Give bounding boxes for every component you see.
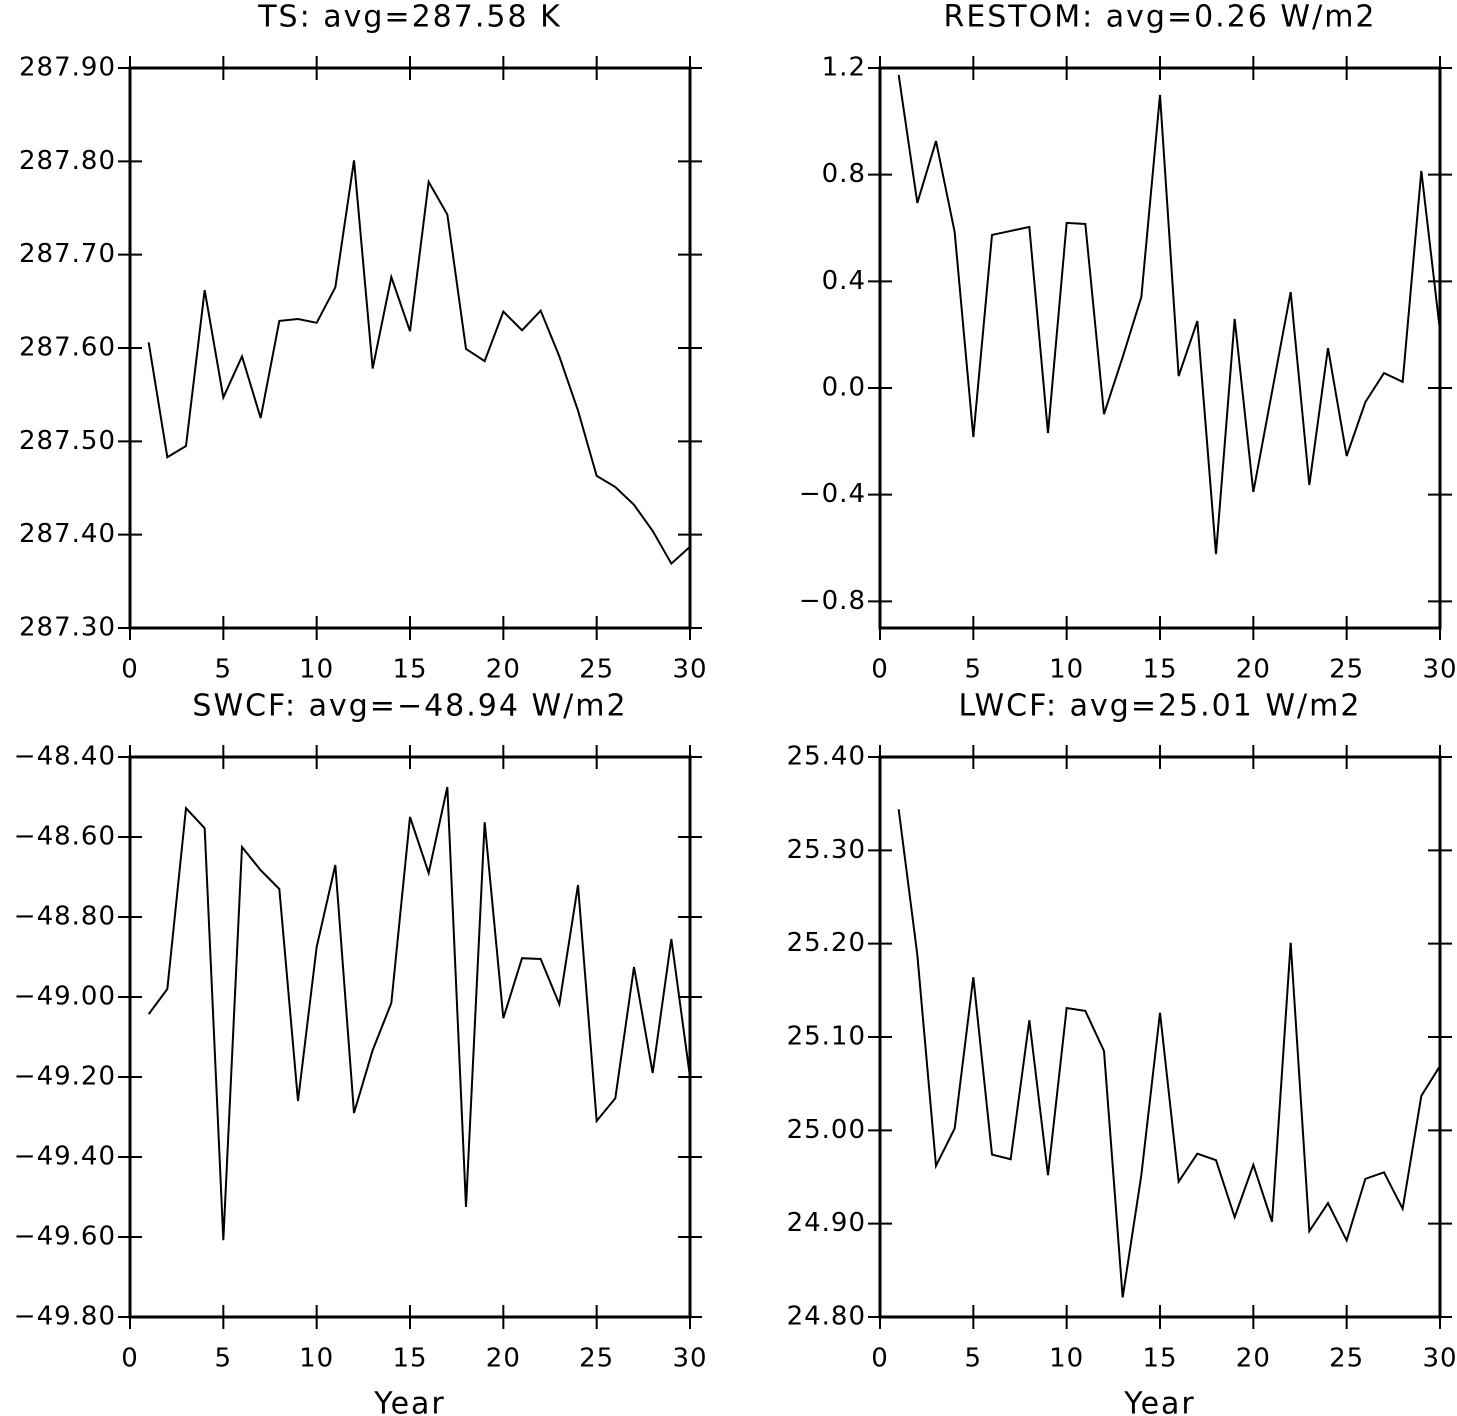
y-tick-label: −49.40 [14, 1142, 116, 1172]
x-tick-label: 30 [1422, 655, 1457, 685]
x-tick-label: 30 [672, 655, 707, 685]
y-tick-label: 287.60 [19, 333, 116, 363]
y-tick-label: −48.60 [14, 822, 116, 852]
y-tick-label: 25.40 [787, 742, 866, 772]
y-tick-label: 287.90 [19, 53, 116, 83]
y-tick-label: −48.80 [14, 902, 116, 932]
x-tick-label: 10 [299, 655, 334, 685]
x-tick-label: 25 [1329, 655, 1364, 685]
y-tick-label: 1.2 [822, 53, 866, 83]
x-axis-label: Year [373, 1387, 446, 1416]
x-tick-label: 20 [1236, 655, 1271, 685]
x-tick-label: 5 [215, 1344, 233, 1374]
y-tick-label: −49.20 [14, 1062, 116, 1092]
x-tick-label: 5 [965, 655, 983, 685]
x-tick-label: 15 [1142, 655, 1177, 685]
x-tick-label: 25 [579, 655, 614, 685]
chart-title: RESTOM: avg=0.26 W/m2 [943, 0, 1376, 35]
y-tick-label: 24.80 [787, 1302, 866, 1332]
y-tick-label: −49.60 [14, 1222, 116, 1252]
chart-title: LWCF: avg=25.01 W/m2 [959, 689, 1362, 724]
y-tick-label: 25.20 [787, 928, 866, 958]
y-tick-label: 287.50 [19, 426, 116, 456]
y-tick-label: 287.30 [19, 613, 116, 643]
y-tick-label: 287.70 [19, 239, 116, 269]
x-tick-label: 10 [1049, 655, 1084, 685]
y-tick-label: 25.30 [787, 835, 866, 865]
y-tick-label: −48.40 [14, 742, 116, 772]
x-tick-label: 15 [1142, 1344, 1177, 1374]
x-tick-label: 20 [486, 655, 521, 685]
chart-title: TS: avg=287.58 K [257, 0, 562, 35]
x-tick-label: 30 [1422, 1344, 1457, 1374]
x-tick-label: 20 [486, 1344, 521, 1374]
y-tick-label: 287.40 [19, 519, 116, 549]
x-tick-label: 25 [1329, 1344, 1364, 1374]
data-line [147, 786, 691, 1241]
plot-frame [878, 66, 1442, 630]
y-tick-label: −0.4 [799, 479, 866, 509]
y-tick-label: 25.10 [787, 1022, 866, 1052]
y-tick-label: 287.80 [19, 146, 116, 176]
x-tick-label: 0 [871, 1344, 889, 1374]
y-tick-label: −49.80 [14, 1302, 116, 1332]
x-tick-label: 5 [215, 655, 233, 685]
x-tick-label: 15 [392, 1344, 427, 1374]
x-axis-label: Year [1123, 1387, 1196, 1416]
y-tick-label: 0.0 [822, 373, 866, 403]
y-tick-label: 0.8 [822, 159, 866, 189]
y-tick-label: −0.8 [799, 586, 866, 616]
y-tick-label: 24.90 [787, 1208, 866, 1238]
x-tick-label: 10 [299, 1344, 334, 1374]
y-tick-label: 0.4 [822, 266, 866, 296]
y-tick-label: 25.00 [787, 1115, 866, 1145]
x-tick-label: 30 [672, 1344, 707, 1374]
data-line [147, 160, 691, 566]
x-tick-label: 10 [1049, 1344, 1084, 1374]
y-tick-label: −49.00 [14, 982, 116, 1012]
x-tick-label: 15 [392, 655, 427, 685]
x-tick-label: 0 [121, 1344, 139, 1374]
plot-frame [878, 755, 1442, 1319]
x-tick-label: 5 [965, 1344, 983, 1374]
x-tick-label: 20 [1236, 1344, 1271, 1374]
x-tick-label: 0 [871, 655, 889, 685]
x-tick-label: 25 [579, 1344, 614, 1374]
chart-title: SWCF: avg=−48.94 W/m2 [192, 689, 627, 724]
data-line [897, 809, 1441, 1298]
data-line [897, 74, 1441, 555]
x-tick-label: 0 [121, 655, 139, 685]
